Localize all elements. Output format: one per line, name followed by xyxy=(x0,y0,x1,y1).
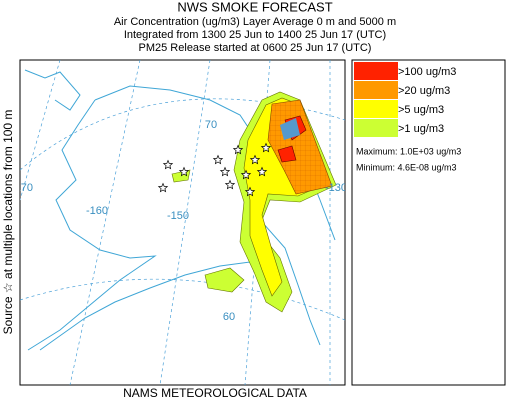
graticule xyxy=(20,278,345,321)
source-label: Source ☆ at multiple locations from 100 … xyxy=(1,110,15,335)
legend-swatch xyxy=(354,62,398,80)
legend-label: >5 ug/m3 xyxy=(398,104,444,116)
legend-label: >20 ug/m3 xyxy=(398,85,450,97)
graticule xyxy=(20,60,61,201)
source-star xyxy=(260,142,272,153)
source-star xyxy=(162,159,174,170)
source-star xyxy=(178,166,190,177)
smoke-area xyxy=(280,118,300,140)
smoke-area xyxy=(204,267,245,293)
footer: NAMS METEOROLOGICAL DATA xyxy=(123,386,307,400)
maximum: Maximum: 1.0E+03 ug/m3 xyxy=(356,146,461,156)
subtitle: Air Concentration (ug/m3) Layer Average … xyxy=(114,16,396,28)
graticule-label: -170 xyxy=(11,182,33,194)
graticule-label: -150 xyxy=(167,210,189,222)
source-star xyxy=(212,154,224,165)
source-star xyxy=(256,166,268,177)
source-markers xyxy=(157,142,272,197)
legend-label: >100 ug/m3 xyxy=(398,66,456,78)
subtitle: Integrated from 1300 25 Jun to 1400 25 J… xyxy=(124,29,386,41)
minimum: Minimum: 4.6E-08 ug/m3 xyxy=(356,162,457,172)
legend: >100 ug/m3 >20 ug/m3 >5 ug/m3 >1 ug/m3 xyxy=(354,62,456,137)
coastline xyxy=(27,99,157,351)
graticule-label: 70 xyxy=(205,119,217,131)
legend-label: >1 ug/m3 xyxy=(398,123,444,135)
graticule-labels: 70 -170 -160 -150 60 -130 xyxy=(11,119,347,323)
source-star xyxy=(157,182,169,193)
title: NWS SMOKE FORECAST xyxy=(177,0,332,14)
legend-swatch xyxy=(354,100,398,118)
graticule xyxy=(69,60,141,385)
source-star xyxy=(224,179,236,190)
subtitle: PM25 Release started at 0600 25 Jun 17 (… xyxy=(139,42,372,54)
graticule-label: -130 xyxy=(325,182,347,194)
legend-swatch xyxy=(354,119,398,137)
source-star xyxy=(232,144,244,155)
coastline xyxy=(24,69,81,111)
graticule-label: 60 xyxy=(223,311,235,323)
map xyxy=(20,60,345,385)
graticule xyxy=(159,60,211,385)
source-star xyxy=(249,154,261,165)
source-star xyxy=(240,169,252,180)
graticule-label: -160 xyxy=(86,205,108,217)
graticule xyxy=(20,98,345,171)
source-star xyxy=(219,166,231,177)
legend-swatch xyxy=(354,81,398,99)
source-star xyxy=(244,186,256,197)
